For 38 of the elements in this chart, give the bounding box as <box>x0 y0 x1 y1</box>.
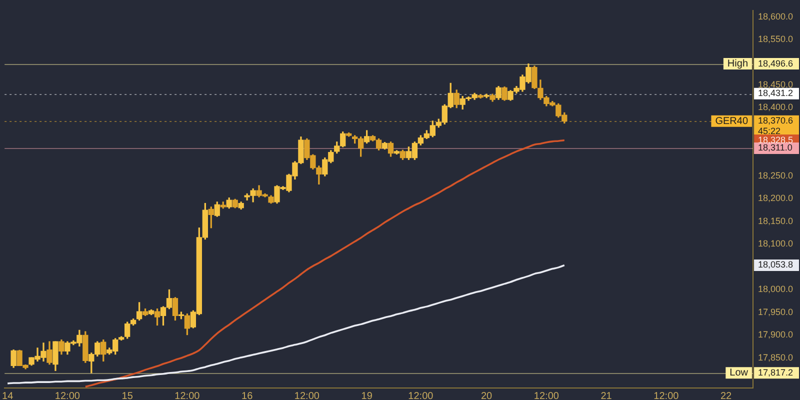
x-tick-label: 12:00 <box>174 390 200 400</box>
y-tick-label: 18,100.0 <box>758 238 794 249</box>
line-series <box>6 264 566 384</box>
y-tick-label: 18,200.0 <box>758 193 794 204</box>
x-tick-label: 20 <box>481 390 493 400</box>
y-tick-label: 18,450.0 <box>758 79 794 90</box>
y-tick-label: 17,850.0 <box>758 352 794 362</box>
ref-line-label: High <box>727 58 748 70</box>
x-tick-label: 15 <box>122 390 134 400</box>
x-tick-label: 19 <box>361 390 373 400</box>
x-tick-label: 12:00 <box>534 390 560 400</box>
y-tick-label: 18,150.0 <box>758 216 794 226</box>
y-tick-label: 18,496.6 <box>758 58 794 68</box>
line-series <box>84 139 566 388</box>
x-tick-label: 21 <box>600 390 612 400</box>
y-tick-label: 18,328.5 <box>758 134 794 145</box>
x-tick-label: 14 <box>2 390 14 400</box>
y-tick-label: 18,400.0 <box>758 102 794 112</box>
ref-line-label: GER40 <box>715 116 748 127</box>
x-tick-label: 12:00 <box>294 390 320 400</box>
ref-line-label: Low <box>730 368 749 379</box>
y-tick-label: 18,053.8 <box>758 260 794 270</box>
x-tick-label: 12:00 <box>54 390 80 400</box>
x-tick-label: 16 <box>242 390 254 400</box>
y-tick-label: 18,311.0 <box>758 142 792 153</box>
y-tick-label: 18,370.6 <box>758 116 794 126</box>
y-tick-label: 17,817.2 <box>758 367 794 378</box>
y-tick-label: 18,431.2 <box>758 88 794 98</box>
y-tick-label: 18,600.0 <box>758 11 794 22</box>
y-tick-label: 17,900.0 <box>758 330 794 340</box>
x-tick-label: 12:00 <box>654 390 680 400</box>
y-tick-label: 18,250.0 <box>758 170 794 180</box>
text: 45:22 <box>758 126 781 136</box>
x-tick-label: 22 <box>720 390 732 400</box>
y-tick-label: 18,000.0 <box>758 284 794 294</box>
y-tick-label: 18,550.0 <box>758 34 794 44</box>
x-tick-label: 12:00 <box>408 390 434 400</box>
y-tick-label: 17,950.0 <box>758 306 794 317</box>
